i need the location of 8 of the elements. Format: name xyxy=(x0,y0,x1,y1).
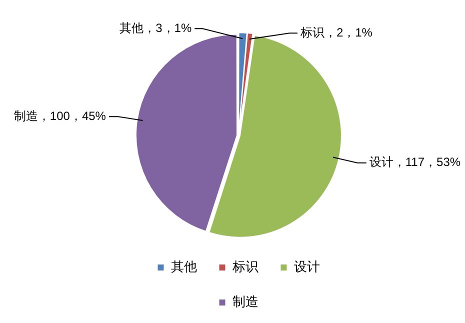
legend-label: 其他 xyxy=(170,259,197,274)
legend-label: 标识 xyxy=(231,259,258,274)
legend-label: 制造 xyxy=(232,294,258,310)
data-label: 标识，2，1% xyxy=(299,25,373,40)
legend-label: 设计 xyxy=(294,259,320,274)
data-label: 设计，117，53% xyxy=(369,155,461,170)
data-label: 其他，3，1% xyxy=(120,20,192,35)
data-label: 制造，100，45% xyxy=(14,108,106,123)
